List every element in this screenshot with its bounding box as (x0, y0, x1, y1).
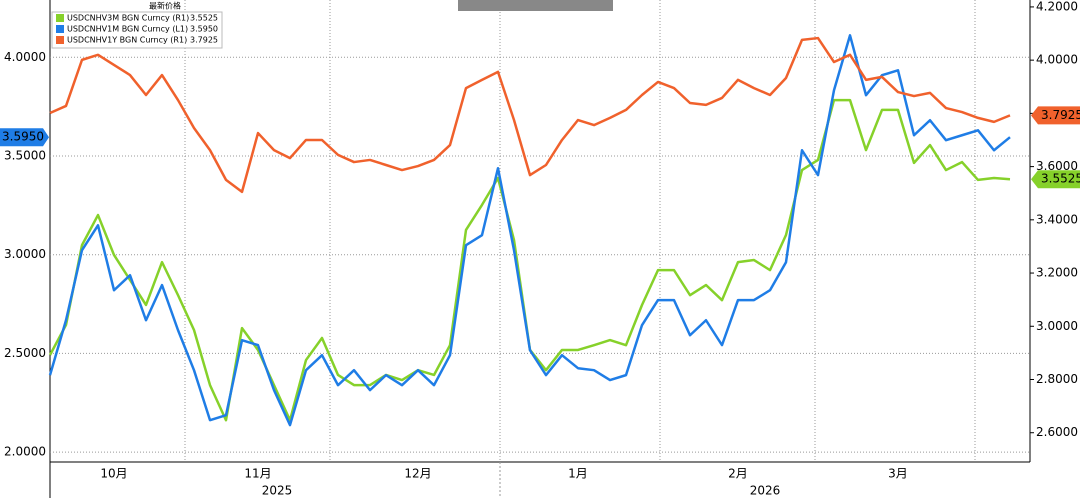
y2-tick-label: 3.4000 (1036, 212, 1078, 226)
y2-tick-label: 2.8000 (1036, 372, 1078, 386)
y-tick-label: 4.0000 (4, 50, 46, 64)
year-label: 2026 (750, 484, 781, 498)
legend-value: 3.5950 (190, 25, 218, 34)
legend-value: 3.7925 (190, 36, 218, 45)
x-tick-label: 11月 (244, 467, 271, 481)
legend-swatch (56, 36, 64, 44)
y-tick-label: 3.5000 (4, 148, 46, 162)
x-tick-label: 12月 (404, 467, 431, 481)
y-tick-label: 3.0000 (4, 247, 46, 261)
last-value-badge (1031, 170, 1080, 189)
last-value-badge (0, 128, 49, 147)
y-tick-label: 2.0000 (4, 445, 46, 459)
y-tick-label: 2.5000 (4, 346, 46, 360)
last-value-label: 3.5950 (2, 130, 44, 144)
y2-tick-label: 4.2000 (1036, 0, 1078, 13)
year-label: 2025 (262, 484, 293, 498)
legend-swatch (56, 14, 64, 22)
x-tick-label: 1月 (568, 467, 588, 481)
legend (51, 11, 223, 49)
x-tick-label: 10月 (100, 467, 127, 481)
month-grid (184, 0, 976, 462)
legend-label: USDCNHV3M BGN Curncy (R1) (67, 14, 189, 23)
legend-label: USDCNHV1Y BGN Curncy (R1) (67, 36, 187, 45)
y2-tick-label: 4.0000 (1036, 53, 1078, 67)
x-tick-label: 2月 (728, 467, 748, 481)
legend-label: USDCNHV1M BGN Curncy (L1) (67, 25, 188, 34)
legend-swatch (56, 25, 64, 33)
header: 最新价格 (149, 1, 181, 11)
toolbar[interactable] (458, 0, 613, 11)
y2-tick-label: 2.6000 (1036, 425, 1078, 439)
legend-value: 3.5525 (190, 14, 218, 23)
y2-tick-label: 3.2000 (1036, 266, 1078, 280)
y2-tick-label: 3.6000 (1036, 159, 1078, 173)
x-tick-label: 3月 (888, 467, 908, 481)
series-line (49, 36, 1011, 194)
last-value-label: 3.5525 (1041, 172, 1080, 186)
last-value-label: 3.7925 (1041, 108, 1080, 122)
last-value-badge (1031, 106, 1080, 125)
y2-tick-label: 3.0000 (1036, 319, 1078, 333)
series-line (48, 34, 1011, 427)
